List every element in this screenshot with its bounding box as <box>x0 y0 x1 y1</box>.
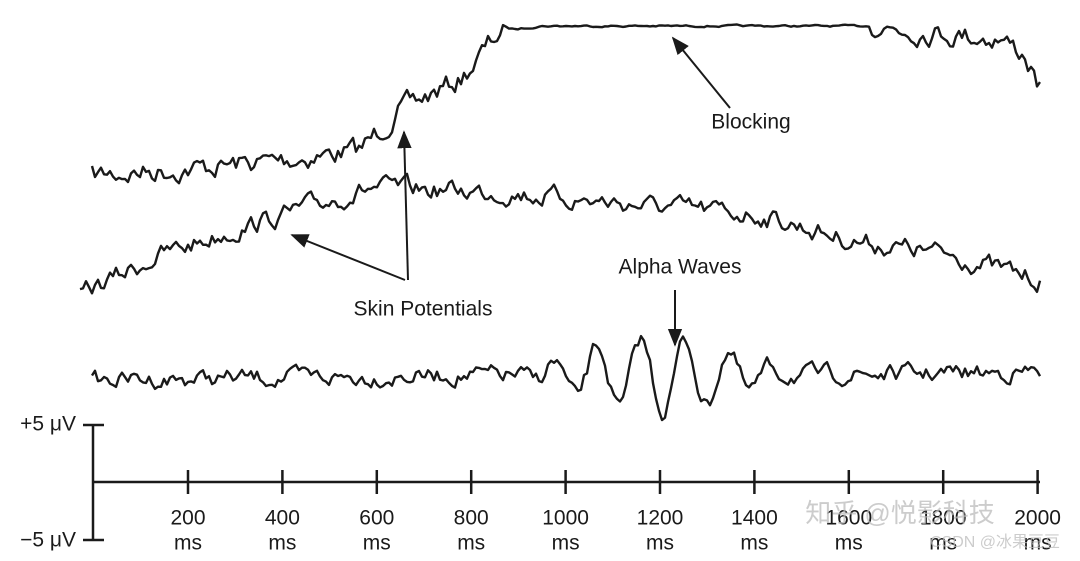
annotation: Blocking <box>711 111 790 134</box>
time-tick-unit: ms <box>363 532 391 555</box>
time-tick-label: 2000 <box>1014 507 1061 530</box>
scale-label: −5 μV <box>20 529 76 552</box>
time-tick-unit: ms <box>835 532 863 555</box>
trace <box>90 334 1042 422</box>
time-tick-label: 600 <box>359 507 394 530</box>
scale-label: +5 μV <box>20 413 76 436</box>
watermark: 知乎 @悦影科技 <box>805 498 995 528</box>
arrow <box>671 36 731 109</box>
traces <box>79 23 1042 422</box>
trace <box>79 172 1042 295</box>
time-tick-unit: ms <box>646 532 674 555</box>
time-tick-label: 1400 <box>731 507 778 530</box>
annotation: Alpha Waves <box>619 256 742 279</box>
arrow <box>290 234 406 281</box>
time-tick-unit: ms <box>740 532 768 555</box>
time-tick-label: 200 <box>170 507 205 530</box>
annotation: Skin Potentials <box>354 298 493 321</box>
time-tick-unit: ms <box>268 532 296 555</box>
time-tick-unit: ms <box>929 532 957 555</box>
watermark: CSDN @冰果豆豆 <box>930 533 1060 551</box>
time-tick-unit: ms <box>1024 532 1052 555</box>
time-tick-label: 400 <box>265 507 300 530</box>
time-tick-label: 800 <box>454 507 489 530</box>
time-tick-label: 1000 <box>542 507 589 530</box>
time-tick-unit: ms <box>552 532 580 555</box>
arrow <box>397 130 412 281</box>
time-tick-label: 1600 <box>825 507 872 530</box>
time-tick-label: 1800 <box>920 507 967 530</box>
trace <box>90 23 1041 185</box>
time-tick-unit: ms <box>457 532 485 555</box>
time-ticks: 200ms400ms600ms800ms1000ms1200ms1400ms16… <box>170 470 1061 555</box>
time-tick-unit: ms <box>174 532 202 555</box>
time-tick-label: 1200 <box>637 507 684 530</box>
